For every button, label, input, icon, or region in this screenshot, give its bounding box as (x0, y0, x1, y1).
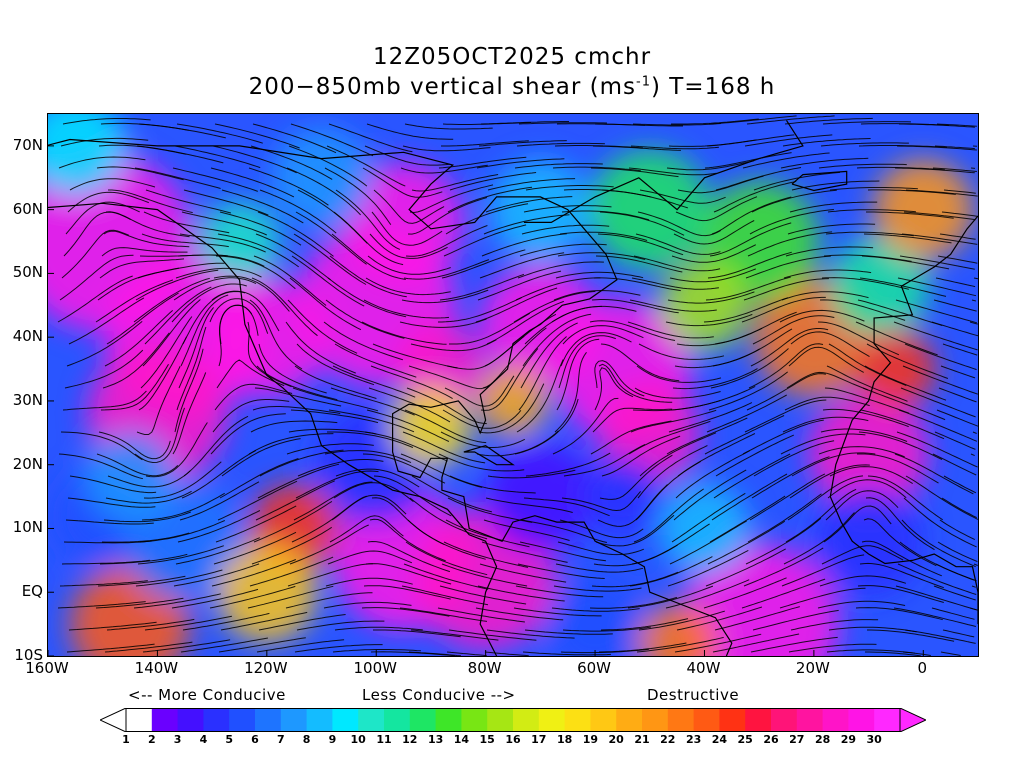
colorbar-segment (874, 708, 901, 732)
colorbar-tick-label: 22 (660, 733, 676, 746)
lat-label: EQ (21, 582, 43, 601)
lat-label: 40N (12, 327, 43, 346)
colorbar-segment (538, 708, 566, 732)
colorbar-tick-label: 9 (328, 733, 337, 746)
colorbar-segment (126, 708, 153, 732)
colorbar-segment (513, 708, 540, 732)
lat-label: 10S (14, 646, 43, 664)
colorbar-tick-label: 4 (199, 733, 208, 746)
colorbar-tick-label: 8 (302, 733, 311, 746)
colorbar-segment (409, 708, 437, 732)
colorbar-segment (203, 708, 230, 732)
colorbar-segment (461, 708, 488, 732)
colorbar-tick-label: 26 (763, 733, 779, 746)
colorbar-segment (487, 708, 514, 732)
colorbar-segment (719, 708, 746, 732)
shear-map (47, 113, 979, 657)
chart-title-line2: 200−850mb vertical shear (ms-1) T=168 h (0, 74, 1024, 100)
colorbar-segment (358, 708, 385, 732)
colorbar-tick-label: 13 (427, 733, 444, 746)
colorbar-tick-label: 29 (840, 733, 857, 746)
lon-label: 0 (917, 659, 928, 677)
colorbar-tick-label: 30 (866, 733, 882, 746)
colorbar-segment (151, 708, 179, 732)
colorbar-tick-label: 12 (402, 733, 418, 746)
lat-label: 70N (12, 135, 43, 154)
colorbar-tick-label: 16 (505, 733, 521, 746)
colorbar-segment (667, 708, 695, 732)
colorbar-tick-label: 14 (453, 733, 470, 746)
colorbar-segment (384, 708, 411, 732)
colorbar-segment (771, 708, 798, 732)
colorbar-segment (255, 708, 282, 732)
lon-label: 100W (353, 659, 397, 677)
colorbar-segment (822, 708, 849, 732)
more-conducive-label: <-- More Conducive (128, 686, 286, 704)
colorbar-segment (229, 708, 256, 732)
lon-label: 120W (244, 659, 288, 677)
shear-field-plot (48, 114, 978, 656)
colorbar-segment (564, 708, 591, 732)
colorbar-tick-label: 15 (479, 733, 495, 746)
colorbar-tick-label: 5 (225, 733, 234, 746)
colorbar-tick-label: 1 (122, 733, 130, 746)
lon-label: 160W (25, 659, 69, 677)
lat-label: 10N (12, 518, 43, 537)
colorbar-segment (693, 708, 720, 732)
colorbar-tick-label: 3 (173, 733, 182, 746)
lon-label: 60W (577, 659, 612, 677)
colorbar-tick-label: 18 (556, 733, 573, 746)
lat-label: 30N (12, 390, 43, 409)
colorbar-tick-label: 2 (147, 733, 156, 746)
colorbar-tick-label: 27 (789, 733, 805, 746)
less-conducive-label: Less Conducive --> (362, 686, 516, 704)
colorbar-tick-label: 17 (531, 733, 547, 746)
colorbar-segment (435, 708, 462, 732)
colorbar-tick-label: 21 (634, 733, 650, 746)
lat-label: 50N (12, 263, 43, 282)
colorbar-overflow-triangle (899, 708, 926, 732)
lon-label: 20W (795, 659, 830, 677)
lat-label: 20N (12, 454, 43, 473)
colorbar-tick-label: 24 (711, 733, 728, 746)
lon-label: 140W (134, 659, 179, 677)
colorbar-tick-label: 25 (737, 733, 753, 746)
colorbar (100, 708, 926, 732)
colorbar-tick-label: 20 (608, 733, 624, 746)
destructive-label: Destructive (647, 686, 740, 704)
colorbar-segment (280, 708, 308, 732)
colorbar-segment (642, 708, 669, 732)
colorbar-segment (332, 708, 359, 732)
colorbar-tick-label: 23 (685, 733, 702, 746)
title-text-end: ) T=168 h (650, 74, 776, 100)
colorbar-tick-label: 10 (350, 733, 366, 746)
colorbar-segment (590, 708, 617, 732)
colorbar-tick-label: 28 (814, 733, 831, 746)
chart-title-line1: 12Z05OCT2025 cmchr (372, 44, 652, 70)
colorbar-segment (848, 708, 875, 732)
colorbar-segment (796, 708, 824, 732)
colorbar-segment (745, 708, 772, 732)
colorbar-tick-label: 6 (251, 733, 259, 746)
title-unit-exponent: -1 (636, 74, 651, 90)
lat-label: 60N (12, 199, 43, 218)
colorbar-tick-label: 19 (582, 733, 599, 746)
colorbar-tick-label: 7 (276, 733, 285, 746)
title-text-main: 200−850mb vertical shear (ms (248, 74, 636, 100)
colorbar-segment (616, 708, 643, 732)
lon-label: 40W (686, 659, 721, 677)
colorbar-tick-label: 11 (376, 733, 392, 746)
colorbar-underflow-triangle (100, 708, 127, 732)
lon-label: 80W (467, 659, 502, 677)
colorbar-segment (306, 708, 333, 732)
colorbar-segment (177, 708, 204, 732)
